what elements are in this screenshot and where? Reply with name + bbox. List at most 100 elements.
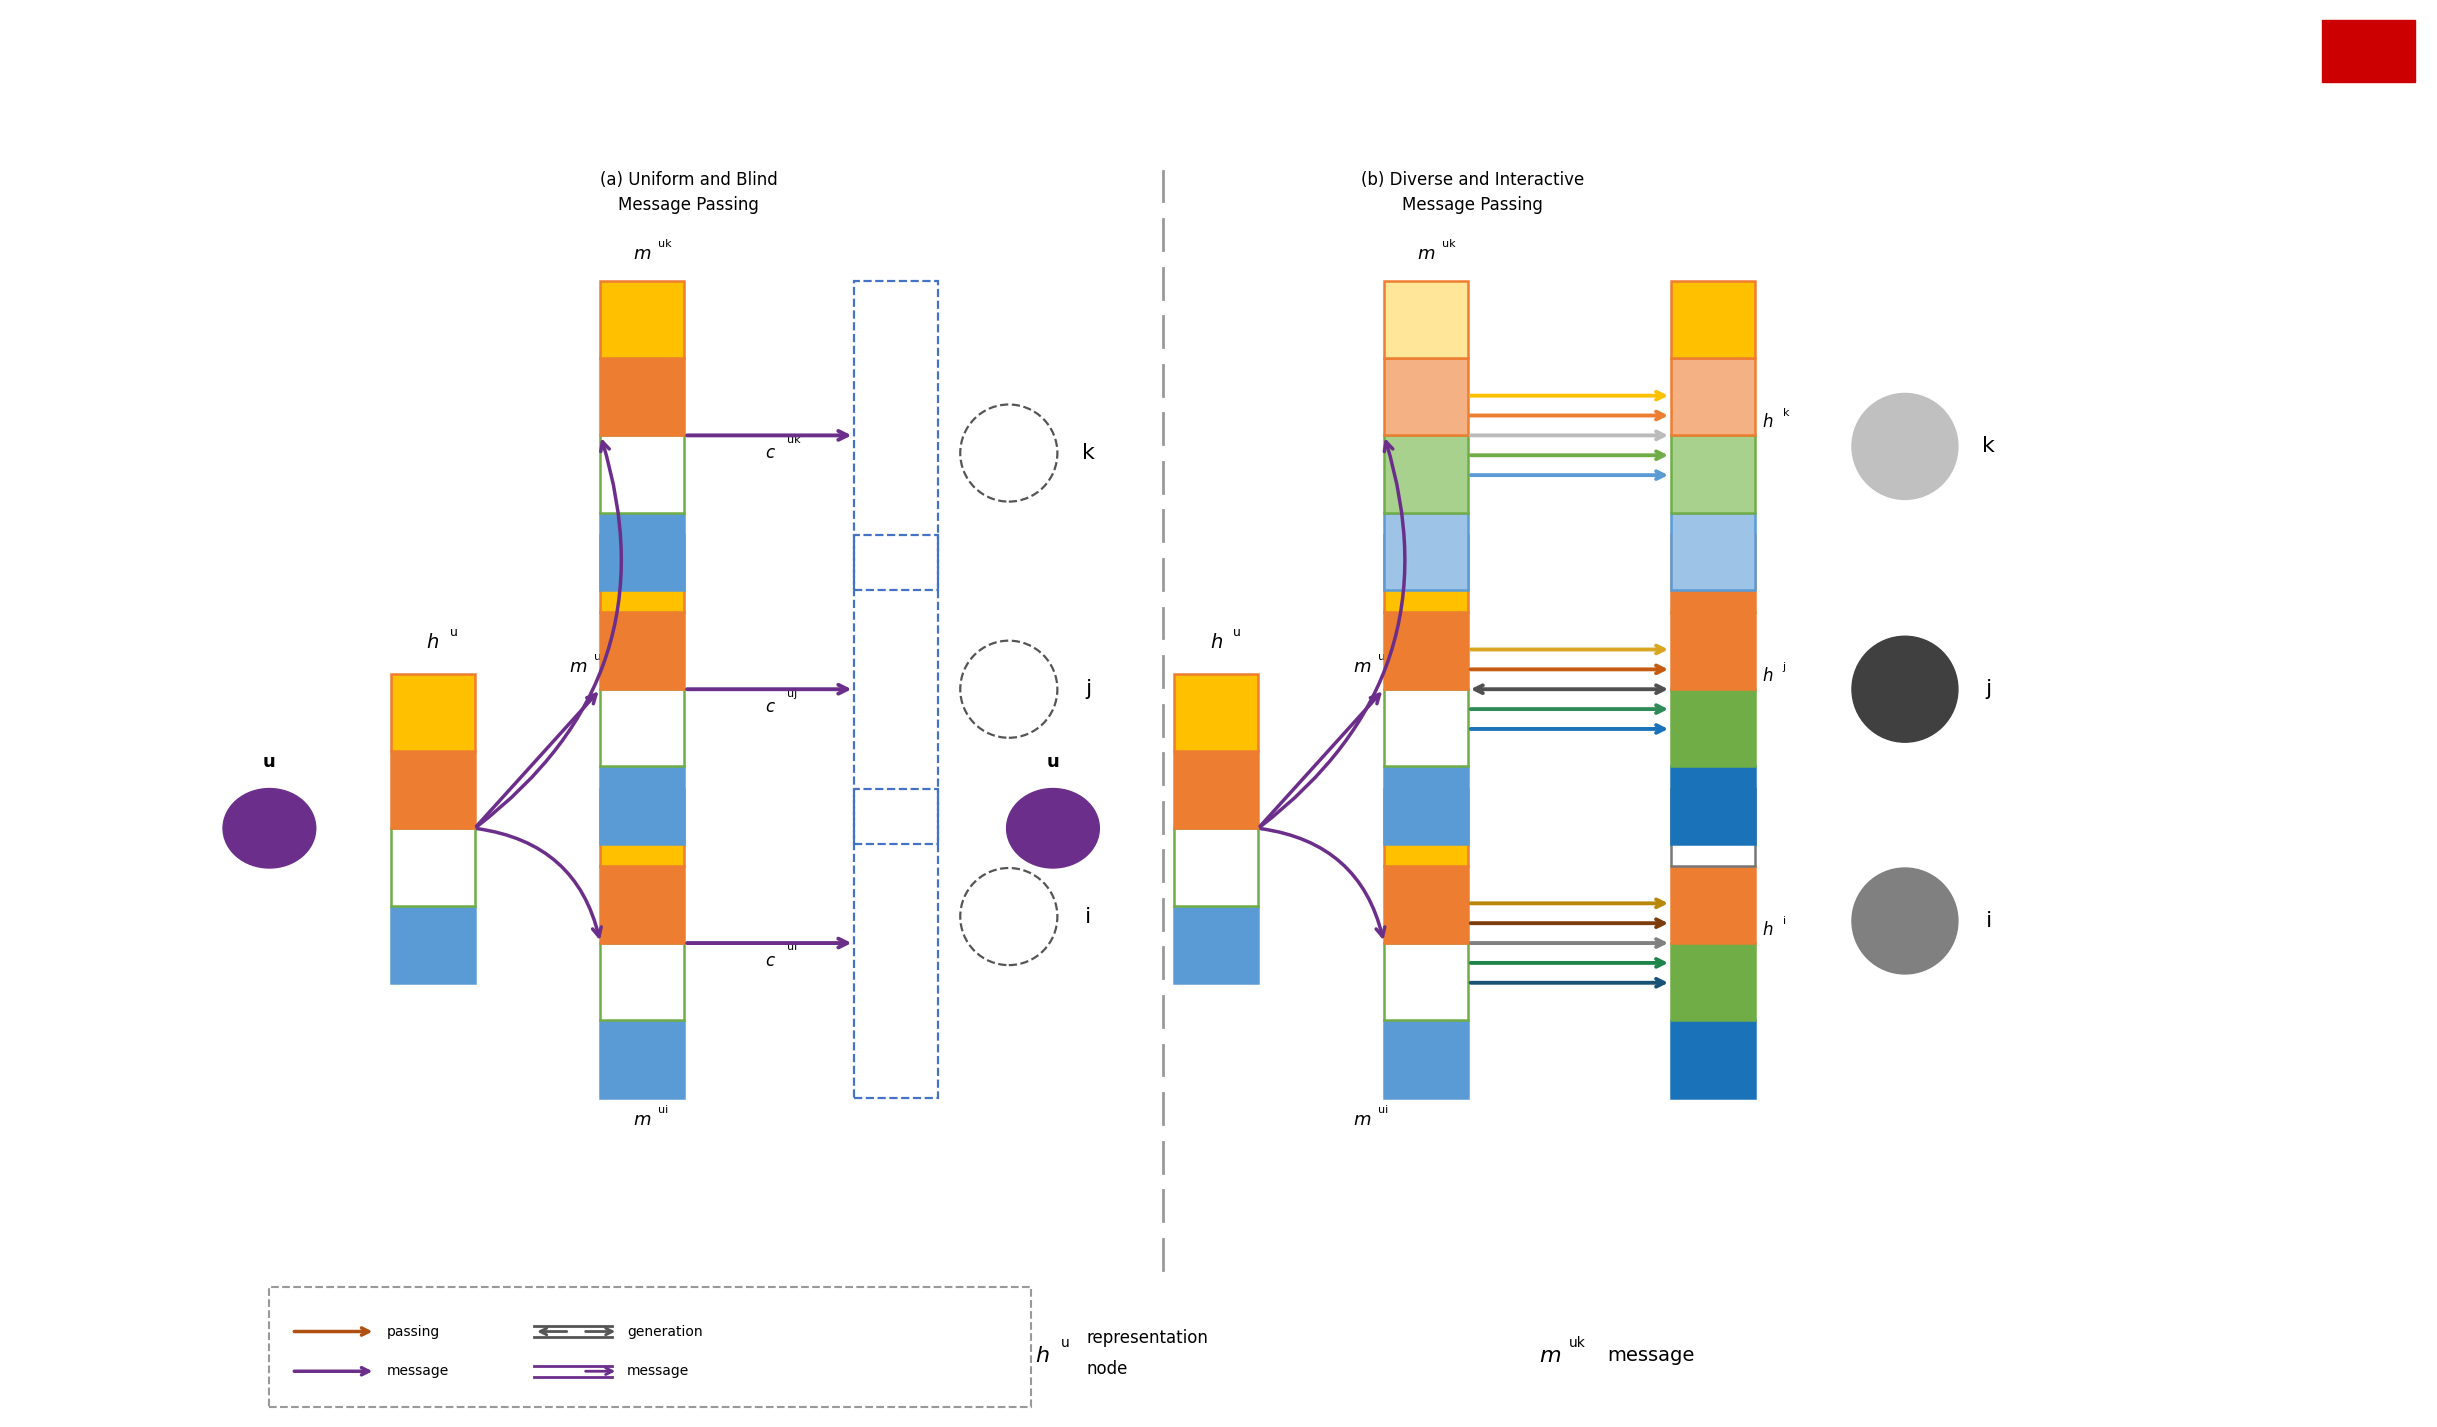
Text: (a) Uniform and Blind
Message Passing: (a) Uniform and Blind Message Passing bbox=[600, 170, 777, 214]
Text: (b) Diverse and Interactive
Message Passing: (b) Diverse and Interactive Message Pass… bbox=[1360, 170, 1584, 214]
Text: u: u bbox=[263, 753, 275, 771]
Bar bbox=[855, 281, 938, 589]
Text: j: j bbox=[1986, 679, 1991, 699]
Text: m: m bbox=[1538, 1346, 1560, 1366]
Bar bbox=[390, 674, 475, 751]
Text: j: j bbox=[1084, 679, 1092, 699]
Bar bbox=[1384, 789, 1467, 866]
Text: uk: uk bbox=[658, 240, 673, 250]
Text: message: message bbox=[387, 1364, 448, 1378]
Bar bbox=[1672, 1020, 1755, 1097]
Bar bbox=[1672, 689, 1755, 766]
Circle shape bbox=[1852, 868, 1957, 975]
Bar bbox=[1672, 866, 1755, 943]
Text: u: u bbox=[1045, 753, 1060, 771]
Text: uk: uk bbox=[787, 435, 802, 445]
Bar bbox=[390, 906, 475, 983]
Text: message: message bbox=[626, 1364, 690, 1378]
Text: h: h bbox=[1762, 920, 1774, 939]
Bar bbox=[1672, 766, 1755, 843]
Bar bbox=[390, 828, 475, 906]
Bar bbox=[855, 535, 938, 843]
Text: uk: uk bbox=[1569, 1337, 1586, 1350]
Text: uj: uj bbox=[1377, 652, 1389, 662]
Text: h: h bbox=[1762, 414, 1774, 431]
Text: h: h bbox=[426, 634, 439, 652]
Text: uj: uj bbox=[595, 652, 604, 662]
Ellipse shape bbox=[224, 789, 317, 868]
Text: m: m bbox=[1353, 1110, 1370, 1129]
Bar bbox=[600, 281, 685, 358]
Text: ui: ui bbox=[1377, 1104, 1389, 1114]
Text: node: node bbox=[1087, 1360, 1128, 1378]
Bar bbox=[1175, 751, 1257, 828]
Bar bbox=[600, 689, 685, 766]
Bar bbox=[600, 1020, 685, 1097]
Bar bbox=[1384, 612, 1467, 689]
Bar bbox=[600, 789, 685, 866]
Text: h: h bbox=[1036, 1346, 1048, 1366]
Bar bbox=[1384, 943, 1467, 1020]
Bar bbox=[1672, 789, 1755, 866]
Text: i: i bbox=[1986, 910, 1991, 930]
Bar bbox=[600, 358, 685, 435]
Text: i: i bbox=[1084, 906, 1092, 926]
Bar bbox=[1384, 766, 1467, 843]
Bar bbox=[1384, 512, 1467, 589]
Text: 中  °  ♦  ⊞: 中 ° ♦ ⊞ bbox=[2361, 46, 2408, 56]
Text: generation: generation bbox=[626, 1324, 702, 1339]
Text: message: message bbox=[1606, 1346, 1694, 1366]
Bar bbox=[1672, 358, 1755, 435]
Text: ui: ui bbox=[787, 942, 797, 952]
Text: m: m bbox=[1353, 658, 1370, 676]
Bar bbox=[1384, 435, 1467, 512]
Bar bbox=[1672, 281, 1755, 358]
Bar bbox=[1175, 906, 1257, 983]
Text: c: c bbox=[765, 952, 775, 970]
Bar bbox=[1384, 1020, 1467, 1097]
Bar bbox=[1384, 866, 1467, 943]
Text: c: c bbox=[765, 698, 775, 716]
Text: u: u bbox=[1063, 1337, 1070, 1350]
Ellipse shape bbox=[1006, 789, 1099, 868]
Text: passing: passing bbox=[387, 1324, 439, 1339]
Bar bbox=[2322, 20, 2415, 83]
Text: m: m bbox=[570, 658, 587, 676]
Text: m: m bbox=[634, 245, 651, 264]
Text: k: k bbox=[1082, 442, 1094, 462]
Text: h: h bbox=[1211, 634, 1223, 652]
Bar bbox=[1384, 689, 1467, 766]
Bar bbox=[600, 535, 685, 612]
Bar bbox=[1175, 674, 1257, 751]
Bar bbox=[600, 512, 685, 589]
Bar bbox=[1672, 435, 1755, 512]
Bar bbox=[600, 435, 685, 512]
Bar bbox=[600, 943, 685, 1020]
Bar bbox=[1672, 943, 1755, 1020]
Text: h: h bbox=[1762, 666, 1774, 685]
Bar bbox=[1672, 512, 1755, 589]
Text: ui: ui bbox=[658, 1104, 668, 1114]
Text: c: c bbox=[765, 444, 775, 462]
Text: uj: uj bbox=[787, 689, 797, 699]
Bar bbox=[1672, 535, 1755, 612]
Text: k: k bbox=[1981, 437, 1996, 457]
Text: u: u bbox=[451, 625, 458, 638]
Bar bbox=[600, 866, 685, 943]
Text: u: u bbox=[1233, 625, 1240, 638]
Text: representation: representation bbox=[1087, 1329, 1209, 1347]
Text: uk: uk bbox=[1443, 240, 1455, 250]
Text: m: m bbox=[1418, 245, 1435, 264]
Bar bbox=[1384, 358, 1467, 435]
Circle shape bbox=[1852, 394, 1957, 499]
Circle shape bbox=[1852, 636, 1957, 742]
Text: m: m bbox=[634, 1110, 651, 1129]
Text: k: k bbox=[1781, 408, 1789, 418]
Bar bbox=[390, 751, 475, 828]
Bar bbox=[1384, 535, 1467, 612]
Bar bbox=[855, 789, 938, 1097]
Bar bbox=[1175, 828, 1257, 906]
Text: j: j bbox=[1781, 662, 1786, 672]
Bar bbox=[1672, 612, 1755, 689]
Bar bbox=[600, 612, 685, 689]
